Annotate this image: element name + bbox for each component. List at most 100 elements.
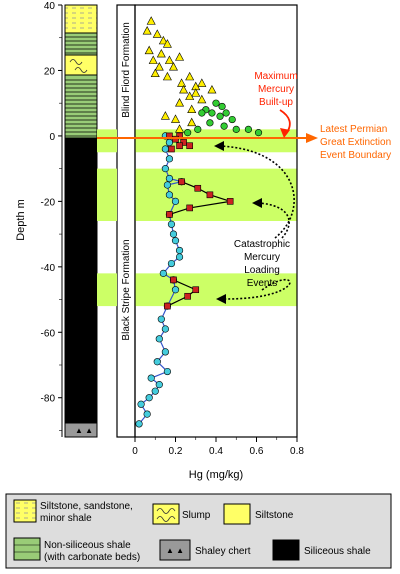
triangle-point xyxy=(171,114,180,123)
green-circle-point xyxy=(216,112,224,120)
plot-area: 0 0.2 0.4 0.6 0.8 xyxy=(97,4,304,457)
cyan-circle-point xyxy=(161,165,169,173)
legend-label: Slump xyxy=(182,510,211,521)
red-square-point xyxy=(178,178,185,186)
red-square-point xyxy=(170,276,177,284)
red-square-point xyxy=(194,184,202,192)
slump-symbol xyxy=(156,508,176,522)
formation-label-blind-fiord: Blind Fiord Formation xyxy=(121,22,132,118)
siliceous-shale-unit xyxy=(64,137,98,424)
triangle-point xyxy=(175,98,185,107)
event-arrowhead-middle xyxy=(252,198,262,208)
legend-label: Siltstone, sandstone, xyxy=(40,501,133,512)
events-label: Catastrophic Mercury Loading Events xyxy=(234,239,290,289)
triangle-point xyxy=(146,16,156,25)
cyan-circle-point xyxy=(157,315,165,323)
green-circle-point xyxy=(212,99,220,107)
red-square-point xyxy=(186,204,193,212)
cyan-circle-point xyxy=(155,381,163,389)
triangle-point xyxy=(207,84,217,94)
green-circle-point xyxy=(198,109,206,117)
shaley-chert-symbol: ▲ ▲ xyxy=(166,546,184,555)
x-axis: 0 0.2 0.4 0.6 0.8 xyxy=(132,437,304,457)
legend: Siltstone, sandstone, minor shale Slump … xyxy=(5,493,392,569)
red-square-point xyxy=(176,142,183,150)
event-arrow-top xyxy=(219,145,295,239)
triangle-point xyxy=(191,88,201,97)
green-circle-point xyxy=(194,125,202,133)
triangle-point xyxy=(150,68,160,78)
maximum-mercury-label: Maximum Mercury Built-up xyxy=(254,71,297,108)
slump-symbol xyxy=(69,59,88,73)
cyan-circle-point xyxy=(161,145,169,153)
data-marks xyxy=(135,16,263,428)
event-arrowhead-bottom xyxy=(216,294,226,304)
event-profile-line xyxy=(167,279,197,307)
x-tick-label: 0.4 xyxy=(209,446,223,457)
y-axis-label: Depth m xyxy=(15,199,27,241)
triangle-point xyxy=(158,35,168,45)
cyan-circle-point xyxy=(165,174,174,183)
shaded-band xyxy=(97,273,117,307)
green-circle-point xyxy=(208,109,216,117)
cyan-profile-line xyxy=(138,135,182,425)
triangle-point xyxy=(156,48,166,58)
green-circle-point xyxy=(184,129,192,137)
green-circle-point xyxy=(218,102,226,111)
triangle-point xyxy=(148,55,158,64)
cyan-circle-point xyxy=(159,269,167,277)
event-arrow-bottom xyxy=(221,278,291,300)
legend-label: Shaley chert xyxy=(195,546,251,557)
legend-label: minor shale xyxy=(40,513,92,524)
event-arrow-middle xyxy=(257,202,290,239)
red-square-point xyxy=(206,191,214,199)
triangle-point xyxy=(144,45,154,55)
triangle-point xyxy=(185,71,195,81)
cyan-circle-point xyxy=(155,335,163,343)
cyan-circle-point xyxy=(135,420,143,428)
shaded-band xyxy=(97,168,117,221)
cyan-circle-point xyxy=(169,230,178,238)
cyan-circle-point xyxy=(147,374,155,382)
triangle-point xyxy=(168,62,178,71)
red-square-point xyxy=(226,198,234,205)
shale-bedding-lines xyxy=(65,36,97,137)
x-axis-label: Hg (mg/kg) xyxy=(189,469,243,481)
legend-swatch-shaley-chert xyxy=(159,539,191,561)
cyan-circle-point xyxy=(161,348,169,356)
stratigraphic-column: ▲ ▲ xyxy=(64,4,98,438)
shaded-band xyxy=(135,273,297,307)
green-circle-point xyxy=(228,115,236,124)
cyan-circle-point xyxy=(167,259,176,268)
cyan-circle-point xyxy=(163,367,171,376)
y-axis: 40 20 0 -20 -40 -60 -80 xyxy=(41,1,63,437)
cyan-circle-point xyxy=(167,220,176,228)
max-arrowhead xyxy=(280,128,290,138)
events-label-line: Loading xyxy=(244,265,280,276)
events-label-line: Catastrophic xyxy=(234,239,290,250)
non-siliceous-shale-unit-upper xyxy=(64,32,98,56)
green-circle-point xyxy=(206,119,214,127)
x-tick-label: 0.6 xyxy=(250,446,264,457)
cyan-circle-point xyxy=(137,400,145,408)
red-square-point xyxy=(192,286,200,294)
boundary-label-line: Event Boundary xyxy=(320,150,391,161)
legend-swatch-siltstone-sandstone xyxy=(13,499,37,523)
cyan-circle-point xyxy=(145,394,153,402)
boundary-arrowhead xyxy=(306,133,318,143)
cyan-circle-point xyxy=(165,138,174,147)
events-label-line: Mercury xyxy=(244,252,280,263)
shaded-band xyxy=(135,168,297,221)
legend-label: (with carbonate beds) xyxy=(44,552,140,563)
legend-box xyxy=(5,493,392,569)
cyan-circle-point xyxy=(165,155,174,163)
green-circle-point xyxy=(220,122,228,130)
cyan-circle-point xyxy=(161,325,169,333)
siltstone-sandstone-unit xyxy=(64,4,98,34)
shaley-chert-symbol: ▲ ▲ xyxy=(75,426,93,435)
max-label-line: Maximum xyxy=(254,71,297,82)
cyan-circle-point xyxy=(151,387,159,395)
event-arrowhead-top xyxy=(214,141,224,151)
triangle-point xyxy=(197,78,207,87)
